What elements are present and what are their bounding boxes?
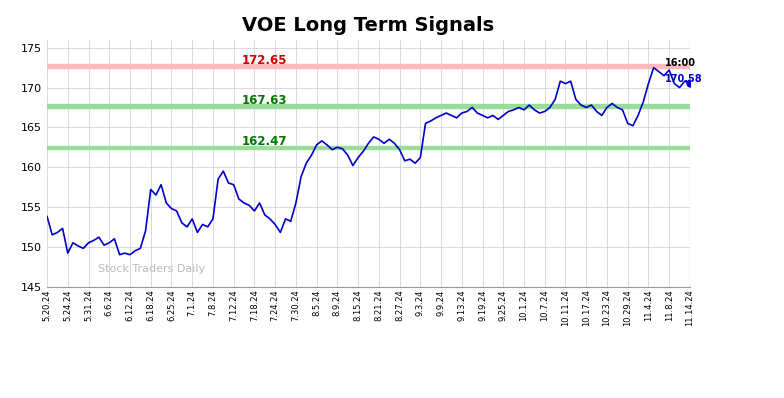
Text: 170.58: 170.58 (665, 74, 702, 84)
Bar (47, 64, 690, 68)
Text: 167.63: 167.63 (241, 94, 287, 107)
Text: 16:00: 16:00 (665, 58, 696, 68)
Text: 172.65: 172.65 (241, 54, 287, 67)
Text: Stock Traders Daily: Stock Traders Daily (99, 264, 205, 274)
Title: VOE Long Term Signals: VOE Long Term Signals (242, 16, 495, 35)
Bar (47, 146, 690, 150)
Bar (47, 104, 690, 108)
Text: 162.47: 162.47 (241, 135, 287, 148)
Point (684, 80, 696, 86)
